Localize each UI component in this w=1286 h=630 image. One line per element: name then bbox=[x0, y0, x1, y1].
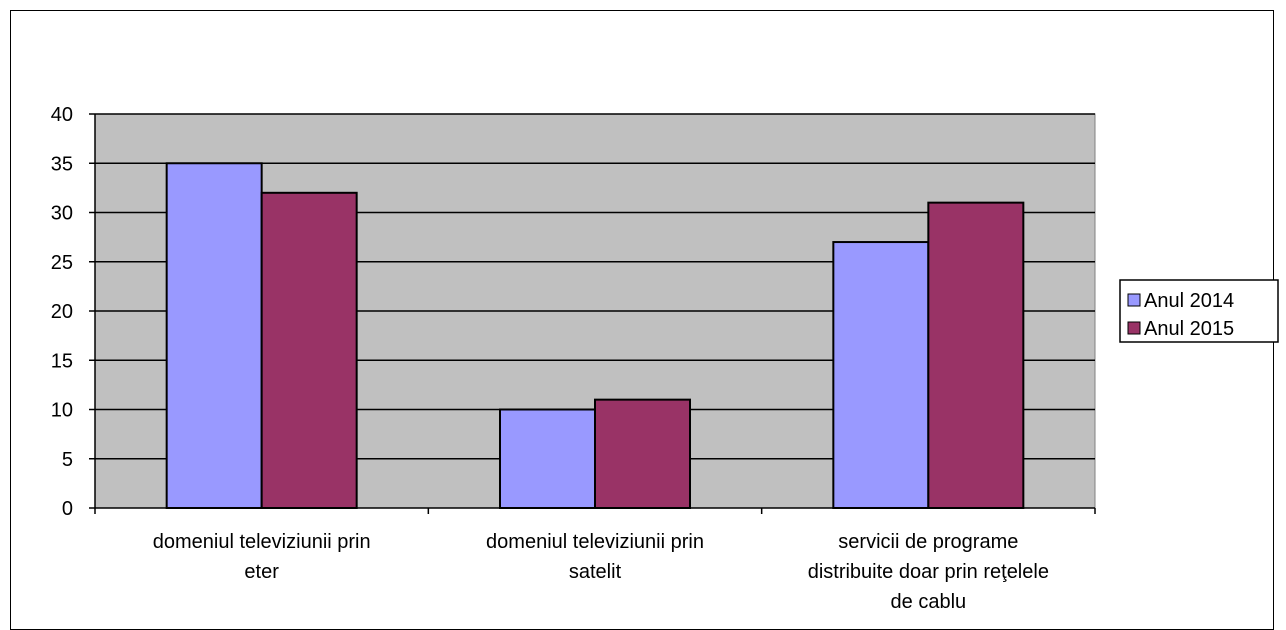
bar-series2 bbox=[260, 191, 358, 510]
x-category-label: domeniul televiziunii prin bbox=[153, 531, 371, 553]
bar-series2 bbox=[594, 398, 691, 509]
y-tick-label: 35 bbox=[51, 153, 73, 175]
y-tick-label: 15 bbox=[51, 350, 73, 372]
bar-series2 bbox=[927, 201, 1025, 509]
legend: Anul 2014 Anul 2015 bbox=[1119, 279, 1279, 343]
legend-box bbox=[1119, 279, 1279, 343]
legend-label: Anul 2014 bbox=[1144, 290, 1234, 312]
bar-series1 bbox=[499, 408, 596, 509]
y-tick-label: 20 bbox=[51, 301, 73, 323]
bar-series1 bbox=[165, 162, 263, 509]
y-tick-label: 10 bbox=[51, 400, 73, 422]
bars bbox=[165, 162, 1025, 510]
x-category-label: distribuite doar prin reţelele bbox=[808, 561, 1049, 583]
x-category-label: domeniul televiziunii prin bbox=[486, 531, 704, 553]
bar-series1 bbox=[832, 241, 930, 510]
x-category-label: satelit bbox=[569, 561, 622, 583]
legend-swatch bbox=[1127, 293, 1141, 307]
y-tick-labels: 0 5 10 15 20 25 30 35 40 bbox=[51, 104, 73, 520]
y-tick-label: 0 bbox=[62, 498, 73, 520]
y-tick-label: 5 bbox=[62, 449, 73, 471]
y-tick-label: 25 bbox=[51, 252, 73, 274]
x-category-labels: domeniul televiziunii prin eter domeniul t… bbox=[153, 531, 1049, 613]
legend-swatch bbox=[1127, 321, 1141, 335]
x-category-label: servicii de programe bbox=[838, 531, 1018, 553]
bar-chart: 0 5 10 15 20 25 30 35 40 domeniul televiziunii p… bbox=[51, 104, 1279, 613]
x-category-label: de cablu bbox=[891, 591, 967, 613]
axes bbox=[89, 113, 1096, 514]
y-tick-label: 40 bbox=[51, 104, 73, 126]
y-tick-label: 30 bbox=[51, 203, 73, 225]
legend-label: Anul 2015 bbox=[1144, 318, 1234, 340]
x-category-label: eter bbox=[244, 561, 279, 583]
